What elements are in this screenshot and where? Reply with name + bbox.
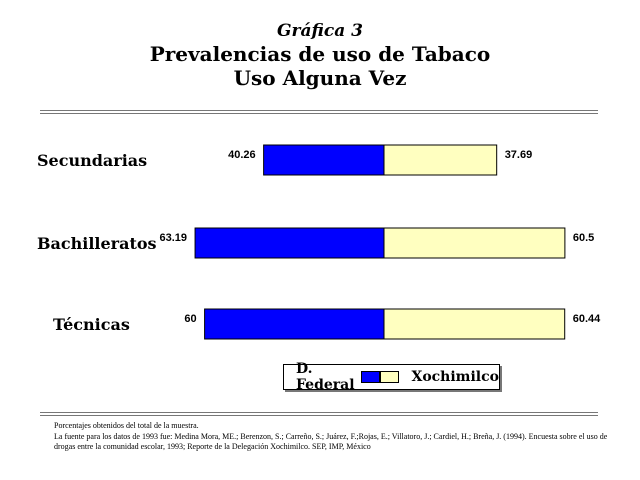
value-label-d-federal-bachilleratos: 63.19	[160, 232, 188, 244]
category-label-bachilleratos: Bachilleratos	[37, 234, 157, 253]
legend-swatch-d-federal	[360, 371, 380, 383]
footnote-line: Porcentajes obtenidos del total de la mu…	[54, 421, 199, 430]
bar-d-federal-secundarias	[263, 144, 385, 176]
bar-xochimilco-secundarias	[383, 144, 498, 176]
value-label-xochimilco-bachilleratos: 60.5	[573, 232, 594, 244]
bar-d-federal-bachilleratos	[194, 227, 385, 259]
category-label-tecnicas: Técnicas	[53, 315, 130, 334]
chart-subtitle: Uso Alguna Vez	[233, 66, 407, 90]
bar-d-federal-tecnicas	[204, 308, 385, 340]
bar-chart: Secundarias 40.26 37.69 Bachilleratos 63.19 6…	[37, 144, 601, 340]
bottom-divider	[40, 412, 598, 416]
value-label-xochimilco-secundarias: 37.69	[505, 149, 533, 161]
value-label-xochimilco-tecnicas: 60.44	[573, 313, 601, 325]
top-divider	[40, 110, 598, 114]
footnote-source: La fuente para los datos de 1993 fue: Me…	[54, 431, 608, 452]
bar-xochimilco-bachilleratos	[383, 227, 566, 259]
chart-kicker: Gráfica 3	[277, 21, 363, 41]
bar-xochimilco-tecnicas	[383, 308, 566, 340]
legend: D. Federal Xochimilco	[283, 361, 500, 393]
chart-title-block: Gráfica 3 Prevalencias de uso de Tabaco …	[0, 20, 640, 90]
chart-title: Prevalencias de uso de Tabaco	[149, 42, 491, 66]
value-label-d-federal-secundarias: 40.26	[228, 149, 256, 161]
legend-swatch-xochimilco	[380, 371, 400, 383]
legend-label-xochimilco: Xochimilco	[411, 369, 499, 385]
value-label-d-federal-tecnicas: 60	[184, 313, 196, 325]
legend-label-d-federal: D. Federal	[296, 361, 355, 393]
footnotes: Porcentajes obtenidos del total de la mu…	[54, 421, 624, 453]
category-label-secundarias: Secundarias	[37, 151, 147, 170]
